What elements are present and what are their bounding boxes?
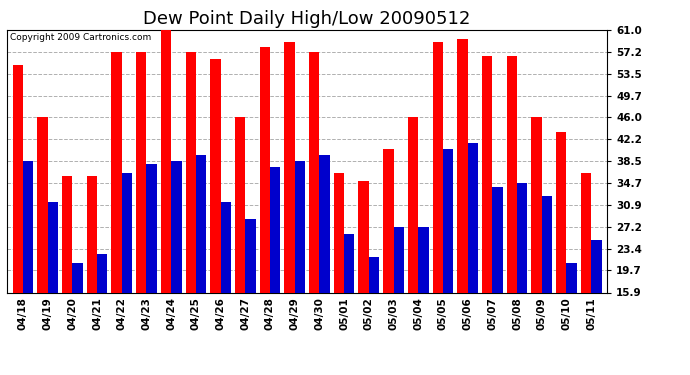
Bar xyxy=(121,172,132,375)
Bar xyxy=(383,149,393,375)
Bar xyxy=(517,183,527,375)
Bar xyxy=(284,42,295,375)
Bar xyxy=(161,30,171,375)
Bar xyxy=(393,227,404,375)
Bar xyxy=(358,182,369,375)
Bar xyxy=(136,52,146,375)
Bar xyxy=(334,172,344,375)
Bar xyxy=(506,56,517,375)
Bar xyxy=(186,52,196,375)
Bar xyxy=(369,257,380,375)
Bar xyxy=(221,202,231,375)
Bar xyxy=(482,56,493,375)
Bar xyxy=(245,219,256,375)
Bar xyxy=(235,117,245,375)
Bar xyxy=(457,39,468,375)
Bar xyxy=(111,52,121,375)
Bar xyxy=(319,155,330,375)
Bar xyxy=(97,254,108,375)
Bar xyxy=(531,117,542,375)
Bar xyxy=(62,176,72,375)
Bar xyxy=(344,234,355,375)
Bar xyxy=(295,161,305,375)
Bar xyxy=(259,48,270,375)
Bar xyxy=(581,172,591,375)
Bar xyxy=(210,59,221,375)
Bar xyxy=(408,117,418,375)
Title: Dew Point Daily High/Low 20090512: Dew Point Daily High/Low 20090512 xyxy=(144,10,471,28)
Bar xyxy=(171,161,181,375)
Bar xyxy=(23,161,33,375)
Bar xyxy=(12,65,23,375)
Bar xyxy=(556,132,566,375)
Bar xyxy=(87,176,97,375)
Bar xyxy=(196,155,206,375)
Bar xyxy=(309,52,319,375)
Bar xyxy=(418,227,428,375)
Bar xyxy=(48,202,58,375)
Text: Copyright 2009 Cartronics.com: Copyright 2009 Cartronics.com xyxy=(10,33,151,42)
Bar xyxy=(146,164,157,375)
Bar xyxy=(443,149,453,375)
Bar xyxy=(468,144,478,375)
Bar xyxy=(566,263,577,375)
Bar xyxy=(37,117,48,375)
Bar xyxy=(493,187,503,375)
Bar xyxy=(433,42,443,375)
Bar xyxy=(270,167,280,375)
Bar xyxy=(591,240,602,375)
Bar xyxy=(72,263,83,375)
Bar xyxy=(542,196,552,375)
